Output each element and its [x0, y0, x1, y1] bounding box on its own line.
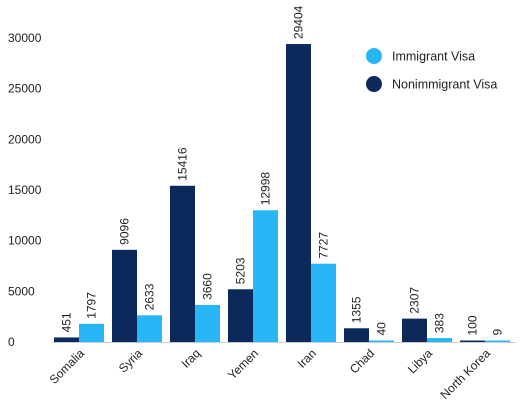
bar-nonimmigrant-somalia: [54, 337, 79, 342]
bar-nonimmigrant-north-korea: [460, 340, 485, 342]
y-tick-label: 30000: [8, 31, 42, 45]
data-label: 1355: [350, 296, 364, 323]
y-tick-label: 10000: [8, 234, 42, 248]
x-tick-label: Somalia: [47, 346, 88, 387]
y-axis: 0 5000 10000 15000 20000 25000 30000: [8, 31, 42, 349]
bar-immigrant-iran: [311, 263, 336, 342]
x-tick-label: Yemen: [225, 346, 261, 382]
data-label: 40: [375, 322, 389, 336]
bar-immigrant-iraq: [195, 304, 220, 342]
legend-swatch: [366, 48, 382, 64]
x-tick-label: Iran: [295, 346, 320, 371]
x-tick-label: Chad: [347, 346, 377, 376]
bar-nonimmigrant-chad: [344, 328, 369, 342]
y-tick-label: 0: [8, 335, 15, 349]
data-label: 1797: [85, 292, 99, 319]
x-tick-label: Syria: [116, 346, 145, 375]
data-label: 7727: [317, 232, 331, 259]
x-axis: Somalia Syria Iraq Yemen Iran Chad Libya North …: [47, 346, 494, 402]
x-tick-label: Iraq: [179, 346, 204, 371]
legend: Immigrant Visa Nonimmigrant Visa: [366, 48, 497, 92]
bar-nonimmigrant-iraq: [170, 185, 195, 342]
data-label: 100: [466, 315, 480, 335]
x-tick-label: North Korea: [437, 346, 493, 402]
data-label: 12998: [259, 172, 273, 206]
bar-nonimmigrant-yemen: [228, 289, 253, 342]
bar-nonimmigrant-libya: [402, 318, 427, 342]
bars: [54, 44, 510, 343]
data-label: 3660: [201, 273, 215, 300]
y-tick-label: 20000: [8, 132, 42, 146]
bar-nonimmigrant-iran: [286, 44, 311, 343]
data-label: 29404: [292, 5, 306, 39]
bar-immigrant-north-korea: [485, 340, 510, 342]
bar-nonimmigrant-syria: [112, 249, 137, 342]
data-labels: 451 1797 9096 2633 15416 3660 5203 12998 29404 77…: [60, 5, 505, 335]
legend-swatch: [366, 76, 382, 92]
data-label: 451: [60, 312, 74, 332]
y-tick-label: 25000: [8, 82, 42, 96]
bar-immigrant-yemen: [253, 210, 278, 342]
legend-label: Nonimmigrant Visa: [392, 78, 497, 92]
bar-immigrant-somalia: [79, 323, 104, 342]
bar-immigrant-chad: [369, 340, 394, 342]
y-tick-label: 5000: [8, 284, 35, 298]
data-label: 383: [433, 313, 447, 333]
data-label: 2633: [143, 283, 157, 310]
data-label: 9096: [118, 218, 132, 245]
data-label: 15416: [176, 147, 190, 181]
data-label: 2307: [408, 287, 422, 314]
x-tick-label: Libya: [405, 346, 435, 376]
data-label: 5203: [234, 257, 248, 284]
legend-label: Immigrant Visa: [392, 50, 475, 64]
y-tick-label: 15000: [8, 183, 42, 197]
bar-immigrant-libya: [427, 338, 452, 342]
data-label: 9: [491, 329, 505, 336]
bar-immigrant-syria: [137, 315, 162, 342]
